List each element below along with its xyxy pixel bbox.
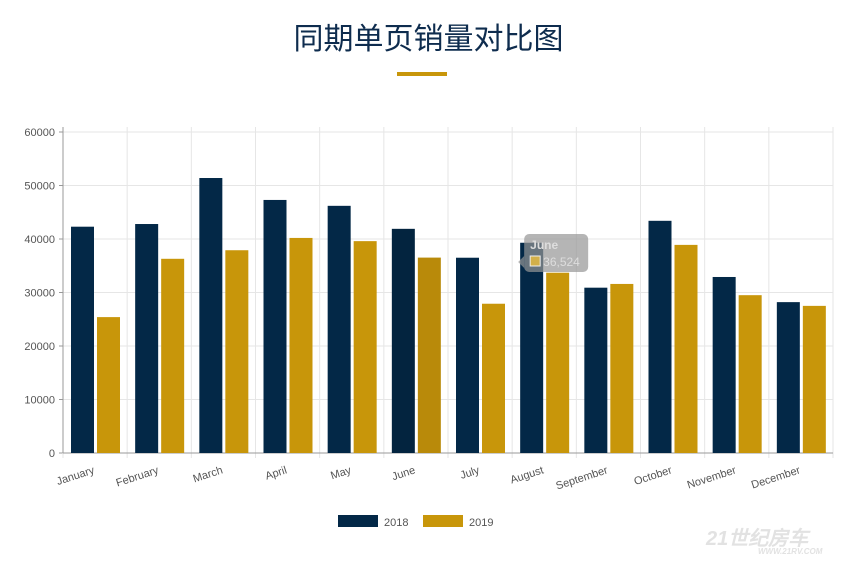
bar-2018-march — [199, 178, 223, 453]
y-tick-label: 0 — [49, 448, 55, 460]
bar-2019-may — [353, 241, 377, 453]
legend-swatch-2019 — [423, 515, 463, 527]
title-underline — [397, 72, 447, 76]
tooltip-title: June — [530, 238, 558, 252]
bar-2018-december — [776, 302, 800, 453]
x-tick-label: January — [55, 464, 96, 488]
bar-2019-november — [738, 295, 762, 453]
bar-2018-september — [584, 287, 608, 453]
legend-swatch-2018 — [338, 515, 378, 527]
legend-label-2018: 2018 — [384, 517, 408, 529]
bar-2018-november — [712, 276, 736, 453]
bar-2019-april — [289, 237, 313, 453]
x-tick-label: December — [750, 464, 802, 491]
tooltip-value: 36,524 — [543, 255, 580, 269]
y-tick-label: 30000 — [24, 288, 55, 300]
bar-2019-february — [161, 258, 185, 453]
bar-2019-march — [225, 250, 249, 453]
x-tick-label: November — [686, 464, 738, 491]
x-tick-label: August — [509, 464, 545, 486]
bar-2019-august — [546, 272, 570, 453]
x-tick-label: June — [390, 464, 416, 483]
bar-2018-june — [391, 228, 415, 453]
x-tick-label: May — [329, 464, 353, 482]
y-tick-label: 10000 — [24, 395, 55, 407]
bar-2018-april — [263, 199, 287, 453]
bar-2018-february — [135, 224, 159, 453]
legend-label-2019: 2019 — [469, 517, 493, 529]
bar-2019-september — [610, 283, 634, 453]
bar-2018-july — [456, 257, 479, 453]
bar-2019-october — [674, 244, 698, 453]
bar-2018-january — [71, 226, 94, 453]
x-tick-label: March — [192, 464, 225, 485]
watermark-logo: 21世纪房车 WWW.21RV.COM — [706, 528, 823, 556]
x-tick-label: April — [264, 464, 289, 482]
x-tick-label: February — [115, 464, 161, 489]
x-tick-label: September — [554, 464, 609, 492]
y-tick-label: 50000 — [24, 181, 55, 193]
bar-2019-june — [417, 257, 441, 453]
y-tick-label: 20000 — [24, 341, 55, 353]
bar-2019-july — [482, 303, 505, 453]
bar-2019-december — [802, 305, 826, 453]
tooltip-swatch — [529, 255, 541, 267]
y-tick-label: 40000 — [24, 234, 55, 246]
x-tick-label: July — [459, 464, 482, 482]
bar-2018-october — [648, 220, 672, 453]
y-tick-label: 60000 — [24, 127, 55, 139]
bar-2018-may — [327, 205, 351, 453]
tooltip-pointer — [518, 256, 525, 268]
bar-2018-august — [520, 242, 544, 453]
chart-title: 同期单页销量对比图 — [293, 22, 564, 57]
bar-2019-january — [97, 317, 120, 453]
x-tick-label: October — [633, 464, 674, 488]
